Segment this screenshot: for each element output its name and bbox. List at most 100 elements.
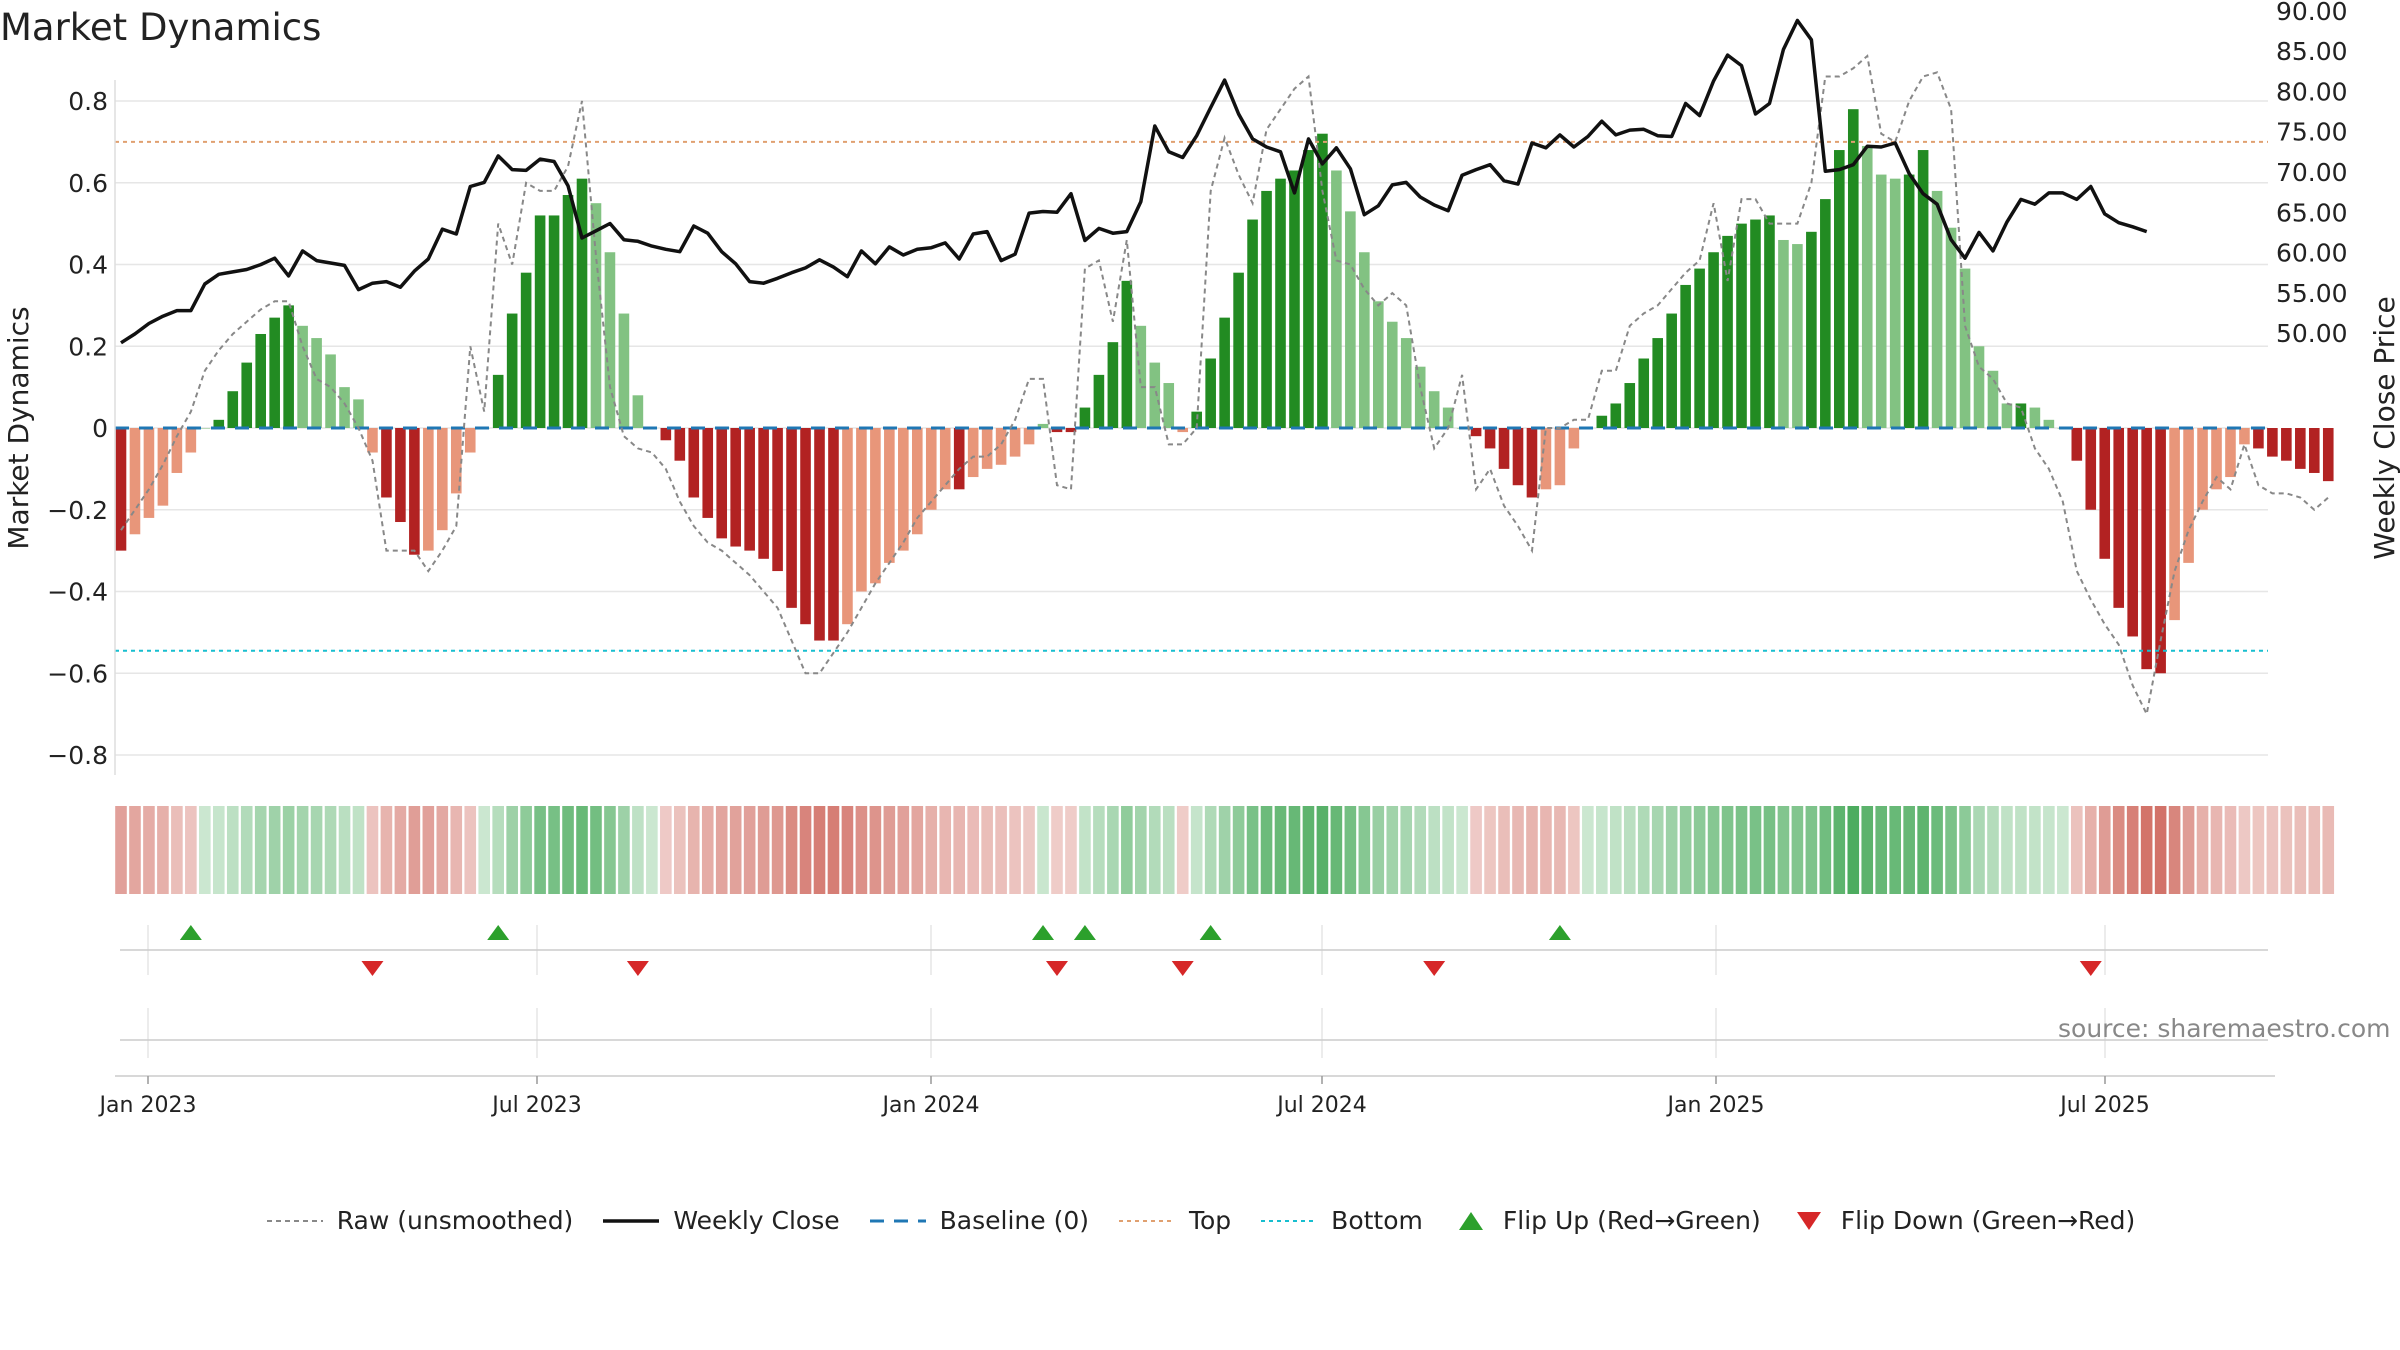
dynamics-bar bbox=[2001, 403, 2013, 428]
strip-cell bbox=[226, 806, 239, 894]
dynamics-bar bbox=[981, 428, 993, 469]
strip-cell bbox=[1442, 806, 1454, 894]
strip-cell bbox=[157, 806, 169, 894]
y-tick-label: 0.8 bbox=[68, 87, 108, 116]
strip-cell bbox=[729, 806, 742, 894]
y2-tick-label: 50.00 bbox=[2276, 319, 2348, 348]
strip-cell bbox=[883, 806, 896, 894]
dynamics-bar bbox=[618, 313, 630, 428]
dynamics-bar bbox=[129, 428, 141, 535]
raw-line bbox=[120, 54, 2329, 718]
strip-cell bbox=[2043, 806, 2055, 894]
dynamics-bar bbox=[2225, 428, 2236, 478]
dynamics-bar bbox=[744, 428, 755, 551]
dynamics-bar bbox=[2015, 403, 2027, 428]
dynamics-bar bbox=[1051, 428, 1063, 433]
dynamics-bar bbox=[339, 387, 350, 428]
strip-cell bbox=[953, 806, 965, 894]
dynamics-bar bbox=[1554, 428, 1566, 486]
strip-cell bbox=[981, 806, 993, 894]
strip-cell bbox=[2196, 806, 2209, 894]
strip-cell bbox=[1847, 806, 1860, 894]
strip-cell bbox=[799, 806, 812, 894]
dynamics-bar bbox=[1261, 190, 1272, 428]
strip-cell bbox=[2029, 806, 2041, 894]
strip-cell bbox=[506, 806, 518, 894]
dynamics-bar bbox=[842, 428, 853, 625]
strip-cell bbox=[1107, 806, 1119, 894]
dynamics-bar bbox=[1359, 252, 1370, 428]
dynamics-bar bbox=[2183, 428, 2194, 563]
flip-up-marker bbox=[1548, 925, 1571, 940]
strip-cell bbox=[2001, 806, 2013, 894]
dynamics-bar bbox=[409, 428, 420, 555]
strip-cell bbox=[743, 806, 756, 894]
legend-label: Flip Down (Green→Red) bbox=[1840, 1206, 2136, 1235]
dynamics-bar bbox=[1834, 150, 1845, 429]
strip-cell bbox=[1484, 806, 1496, 894]
dynamics-bar bbox=[2113, 428, 2125, 608]
dynamics-bar bbox=[1177, 428, 1189, 433]
dynamics-bar bbox=[1093, 374, 1105, 428]
legend-swatch-flip-up bbox=[1458, 1211, 1483, 1230]
strip-cell bbox=[2168, 806, 2181, 894]
strip-cell bbox=[1512, 806, 1524, 894]
dynamics-bar bbox=[1778, 239, 1789, 428]
strip-cell bbox=[1903, 806, 1915, 894]
strip-cell bbox=[2210, 806, 2223, 894]
dynamics-bar bbox=[283, 305, 294, 428]
strip-cell bbox=[1190, 806, 1203, 894]
dynamics-bar bbox=[1149, 362, 1161, 428]
strip-cell bbox=[1260, 806, 1273, 894]
strip-cell bbox=[715, 806, 728, 894]
dynamics-bar bbox=[367, 428, 378, 453]
dynamics-bar bbox=[1414, 366, 1426, 428]
y2-tick-label: 85.00 bbox=[2276, 37, 2348, 66]
y-tick-label: 0.4 bbox=[68, 251, 108, 280]
legend-swatch-baseline bbox=[869, 1219, 926, 1222]
dynamics-bar bbox=[2029, 407, 2041, 428]
dynamics-bar bbox=[1820, 199, 1831, 428]
strip-cell bbox=[2238, 806, 2251, 894]
dynamics-bar bbox=[1247, 219, 1258, 428]
strip-cell bbox=[1372, 806, 1385, 894]
strip-cell bbox=[1693, 806, 1706, 894]
dynamics-bar bbox=[1289, 170, 1300, 429]
strip-cell bbox=[576, 806, 588, 894]
strip-cell bbox=[2224, 806, 2237, 894]
dynamics-bar bbox=[450, 428, 462, 494]
dynamics-bar bbox=[2155, 428, 2166, 674]
strip-cell bbox=[1651, 806, 1664, 894]
legend-label: Top bbox=[1188, 1206, 1232, 1235]
strip-cell bbox=[1009, 806, 1021, 894]
reference-lines bbox=[115, 140, 2268, 652]
gridlines bbox=[115, 100, 2268, 1058]
dynamics-bar bbox=[2267, 428, 2278, 457]
dynamics-bar bbox=[1792, 244, 1803, 428]
strip-cell bbox=[115, 806, 127, 894]
strip-cell bbox=[352, 806, 365, 894]
legend-item-flip-up: Flip Up (Red→Green) bbox=[1451, 1206, 1761, 1235]
legend-label: Weekly Close bbox=[673, 1206, 840, 1235]
dynamics-bar bbox=[325, 354, 336, 428]
strip-cell bbox=[1051, 806, 1063, 894]
dynamics-bar bbox=[2099, 428, 2111, 559]
dynamics-bar bbox=[269, 317, 280, 428]
strip-cell bbox=[1973, 806, 1985, 894]
dynamics-bar bbox=[1708, 252, 1719, 428]
dynamics-bar bbox=[1624, 383, 1636, 428]
dynamics-bar bbox=[1526, 428, 1538, 498]
dynamics-bar bbox=[590, 203, 602, 428]
dynamics-bar bbox=[548, 215, 560, 428]
dynamics-bar bbox=[2308, 428, 2320, 473]
strip-cell bbox=[1470, 806, 1482, 894]
strip-cell bbox=[827, 806, 840, 894]
dynamics-bar bbox=[953, 428, 965, 490]
dynamics-bar bbox=[2043, 419, 2055, 428]
strip-cell bbox=[2098, 806, 2111, 894]
dynamics-bar bbox=[730, 428, 741, 547]
dynamics-bar bbox=[576, 178, 588, 428]
dynamics-bar bbox=[534, 215, 546, 428]
strip-cell bbox=[212, 806, 225, 894]
dynamics-bar bbox=[688, 428, 700, 498]
